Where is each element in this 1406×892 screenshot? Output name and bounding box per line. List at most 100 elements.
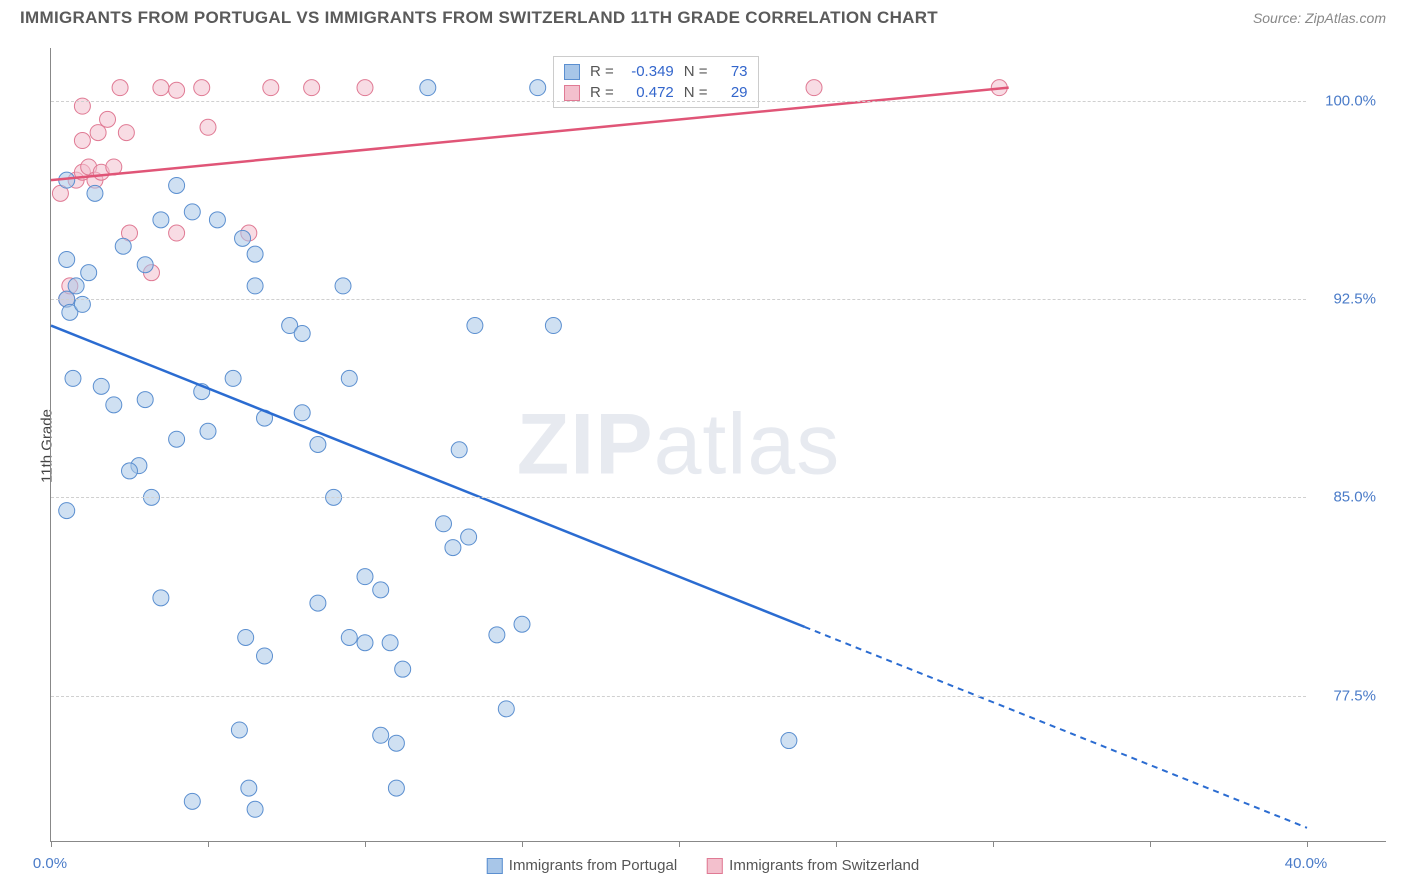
stats-row-portugal: R = -0.349 N = 73 — [554, 61, 758, 82]
portugal-point — [169, 431, 185, 447]
portugal-point — [247, 246, 263, 262]
x-tick-label: 40.0% — [1285, 855, 1328, 872]
portugal-point — [153, 590, 169, 606]
portugal-point — [436, 516, 452, 532]
portugal-point — [445, 540, 461, 556]
portugal-point — [489, 627, 505, 643]
x-tick — [993, 841, 994, 847]
stats-r-label: R = — [590, 63, 614, 80]
x-tick — [836, 841, 837, 847]
stats-row-switzerland: R = 0.472 N = 29 — [554, 82, 758, 103]
legend-label: Immigrants from Switzerland — [729, 857, 919, 874]
stats-r-value: 0.472 — [624, 84, 674, 101]
legend-item-switzerland: Immigrants from Switzerland — [707, 857, 919, 874]
portugal-point — [238, 629, 254, 645]
portugal-point — [294, 325, 310, 341]
switzerland-point — [112, 80, 128, 96]
portugal-point — [467, 318, 483, 334]
portugal-point — [59, 251, 75, 267]
switzerland-point — [169, 82, 185, 98]
portugal-point — [106, 397, 122, 413]
switzerland-point — [263, 80, 279, 96]
stats-n-value: 29 — [718, 84, 748, 101]
x-tick — [365, 841, 366, 847]
portugal-point — [451, 442, 467, 458]
stats-n-label: N = — [684, 84, 708, 101]
stats-swatch — [564, 85, 580, 101]
chart-title: IMMIGRANTS FROM PORTUGAL VS IMMIGRANTS F… — [20, 8, 938, 28]
portugal-point — [395, 661, 411, 677]
source-attribution: Source: ZipAtlas.com — [1253, 10, 1386, 26]
legend-bottom: Immigrants from Portugal Immigrants from … — [487, 857, 919, 874]
portugal-point — [373, 727, 389, 743]
portugal-point — [335, 278, 351, 294]
portugal-point — [247, 801, 263, 817]
portugal-point — [388, 735, 404, 751]
switzerland-point — [74, 133, 90, 149]
portugal-point — [59, 503, 75, 519]
portugal-point — [241, 780, 257, 796]
gridline-h — [51, 497, 1306, 498]
y-tick-label: 85.0% — [1333, 489, 1376, 506]
y-tick-label: 77.5% — [1333, 687, 1376, 704]
portugal-point — [514, 616, 530, 632]
switzerland-point — [118, 125, 134, 141]
portugal-point — [137, 257, 153, 273]
stats-swatch — [564, 64, 580, 80]
portugal-point — [68, 278, 84, 294]
portugal-point — [122, 463, 138, 479]
gridline-h — [51, 299, 1306, 300]
title-bar: IMMIGRANTS FROM PORTUGAL VS IMMIGRANTS F… — [0, 0, 1406, 34]
portugal-point — [231, 722, 247, 738]
x-tick — [1150, 841, 1151, 847]
stats-r-value: -0.349 — [624, 63, 674, 80]
portugal-point — [153, 212, 169, 228]
portugal-trendline-dashed — [805, 627, 1307, 828]
gridline-h — [51, 101, 1306, 102]
x-tick — [51, 841, 52, 847]
x-tick — [208, 841, 209, 847]
gridline-h — [51, 696, 1306, 697]
portugal-point — [247, 278, 263, 294]
portugal-point — [200, 423, 216, 439]
portugal-point — [235, 230, 251, 246]
portugal-point — [257, 648, 273, 664]
portugal-point — [388, 780, 404, 796]
portugal-point — [225, 370, 241, 386]
legend-swatch — [707, 858, 723, 874]
portugal-point — [498, 701, 514, 717]
portugal-point — [341, 370, 357, 386]
x-tick — [1307, 841, 1308, 847]
switzerland-point — [169, 225, 185, 241]
y-tick-label: 92.5% — [1333, 291, 1376, 308]
portugal-point — [357, 569, 373, 585]
switzerland-point — [90, 125, 106, 141]
portugal-point — [382, 635, 398, 651]
x-tick — [522, 841, 523, 847]
scatter-chart-svg — [51, 48, 1306, 841]
portugal-point — [184, 793, 200, 809]
legend-swatch — [487, 858, 503, 874]
switzerland-point — [153, 80, 169, 96]
x-tick-label: 0.0% — [33, 855, 67, 872]
stats-n-value: 73 — [718, 63, 748, 80]
portugal-point — [781, 733, 797, 749]
portugal-point — [461, 529, 477, 545]
portugal-point — [545, 318, 561, 334]
legend-item-portugal: Immigrants from Portugal — [487, 857, 677, 874]
portugal-point — [420, 80, 436, 96]
portugal-point — [81, 265, 97, 281]
x-tick — [679, 841, 680, 847]
stats-r-label: R = — [590, 84, 614, 101]
y-tick-label: 100.0% — [1325, 92, 1376, 109]
portugal-point — [137, 392, 153, 408]
switzerland-point — [806, 80, 822, 96]
portugal-point — [169, 177, 185, 193]
stats-n-label: N = — [684, 63, 708, 80]
portugal-point — [115, 238, 131, 254]
portugal-point — [373, 582, 389, 598]
portugal-point — [93, 378, 109, 394]
portugal-point — [209, 212, 225, 228]
portugal-point — [530, 80, 546, 96]
switzerland-point — [194, 80, 210, 96]
